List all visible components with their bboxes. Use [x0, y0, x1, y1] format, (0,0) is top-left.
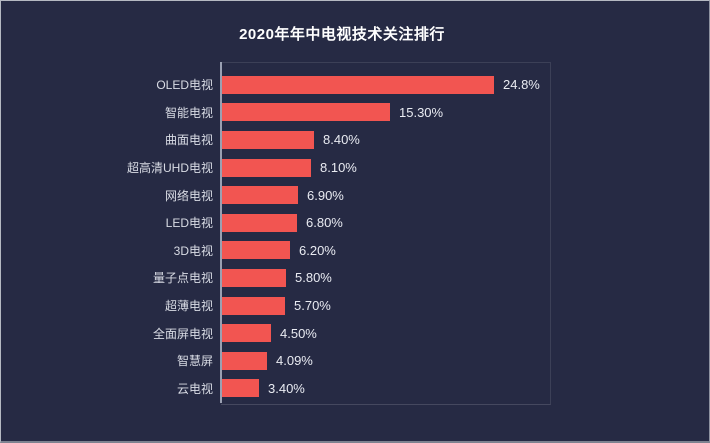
bar	[222, 324, 271, 343]
bar-row: 网络电视 6.90%	[1, 181, 710, 209]
value-label: 24.8%	[503, 77, 540, 93]
bar-row: 3D电视 6.20%	[1, 237, 710, 265]
bar-row: 超高清UHD电视 8.10%	[1, 154, 710, 182]
bar-row: 超薄电视 5.70%	[1, 292, 710, 320]
bar-row: 量子点电视 5.80%	[1, 264, 710, 292]
bar-row: OLED电视 24.8%	[1, 71, 710, 99]
bar	[222, 351, 267, 370]
value-label: 8.40%	[323, 132, 360, 148]
category-label: 全面屏电视	[152, 326, 213, 341]
value-label: 4.50%	[280, 325, 317, 341]
value-label: 6.80%	[306, 215, 343, 231]
bar	[222, 213, 297, 232]
value-label: 6.90%	[307, 187, 344, 203]
category-label: 智能电视	[164, 105, 213, 120]
value-label: 5.80%	[295, 270, 332, 286]
bar-row: 曲面电视 8.40%	[1, 126, 710, 154]
chart-title: 2020年年中电视技术关注排行	[239, 26, 445, 43]
bar-chart: OLED电视 24.8% 智能电视 15.30% 曲面电视 8.40% 超高清UHD电视 8.…	[1, 71, 710, 402]
category-label: 超高清UHD电视	[127, 161, 213, 176]
bar-row: 智慧屏 4.09%	[1, 347, 710, 375]
category-label: 云电视	[176, 381, 213, 396]
value-label: 3.40%	[268, 380, 305, 396]
category-label: 量子点电视	[152, 271, 213, 286]
category-label: OLED电视	[156, 78, 213, 93]
bar	[222, 186, 298, 205]
category-label: 智慧屏	[176, 354, 213, 369]
category-label: 3D电视	[173, 243, 213, 258]
bar-row: LED电视 6.80%	[1, 209, 710, 237]
bar	[222, 379, 259, 398]
category-label: 曲面电视	[164, 133, 213, 148]
value-label: 8.10%	[320, 160, 357, 176]
bar	[222, 130, 314, 149]
y-axis-line	[220, 62, 222, 403]
bar-row: 全面屏电视 4.50%	[1, 319, 710, 347]
category-label: LED电视	[165, 216, 213, 231]
bar-row: 云电视 3.40%	[1, 375, 710, 403]
plot-area-border	[221, 62, 551, 405]
category-label: 网络电视	[164, 188, 213, 203]
bar	[222, 241, 290, 260]
bar	[222, 268, 286, 287]
bar	[222, 103, 390, 122]
bar-row: 智能电视 15.30%	[1, 99, 710, 127]
value-label: 15.30%	[399, 104, 444, 120]
value-label: 4.09%	[276, 353, 313, 369]
bar	[222, 158, 311, 177]
value-label: 5.70%	[294, 298, 331, 314]
bar	[222, 75, 494, 94]
value-label: 6.20%	[299, 242, 336, 258]
category-label: 超薄电视	[164, 299, 213, 314]
bar	[222, 296, 285, 315]
